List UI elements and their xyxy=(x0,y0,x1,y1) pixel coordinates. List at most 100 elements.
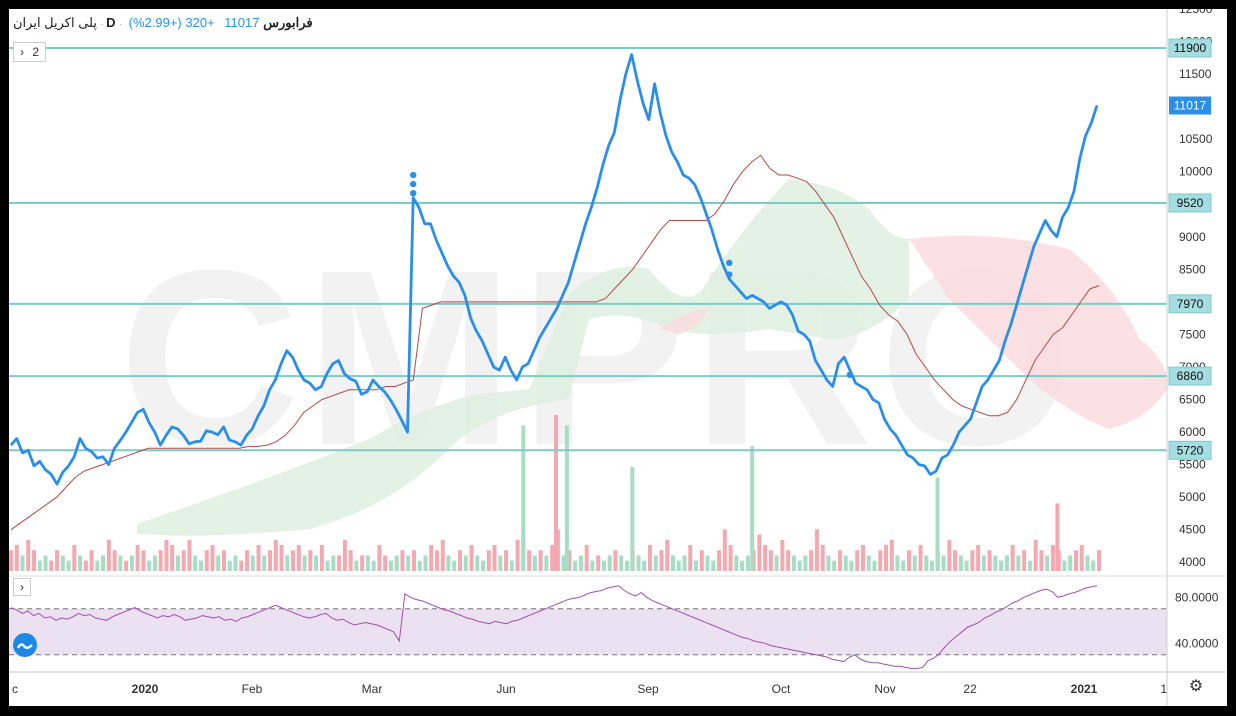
indicators-toggle-button[interactable]: › 2 xyxy=(13,42,47,62)
price-axis-label: 9000 xyxy=(1179,230,1206,244)
volume-bar xyxy=(152,555,157,571)
volume-bar xyxy=(1085,555,1090,571)
volume-bar xyxy=(221,550,226,571)
volume-bar xyxy=(331,555,336,571)
chart-svg[interactable]: CMPRO 1250011500105001000095009000850080… xyxy=(9,9,1227,706)
volume-bar xyxy=(976,545,981,571)
volume-bar xyxy=(170,545,175,571)
volume-bar xyxy=(440,539,445,571)
price-axis-label: 10000 xyxy=(1179,165,1213,179)
symbol-name[interactable]: پلی اکریل ایران xyxy=(13,15,97,30)
volume-bar xyxy=(907,550,912,571)
signal-marker xyxy=(410,171,417,179)
volume-bar xyxy=(814,529,819,571)
volume-bar xyxy=(20,555,25,571)
price-axis-label: 11500 xyxy=(1179,67,1212,81)
volume-bar xyxy=(826,555,831,571)
tradingview-logo-icon[interactable] xyxy=(13,633,37,657)
volume-bar xyxy=(750,446,755,571)
volume-bar xyxy=(763,545,768,571)
volume-bar xyxy=(780,539,785,571)
volume-bar xyxy=(671,555,676,571)
volume-bar xyxy=(43,555,48,571)
volume-bar xyxy=(210,545,215,571)
volume-bar xyxy=(866,555,871,571)
volume-bar xyxy=(262,555,267,571)
rsi-axis-label: 80.0000 xyxy=(1175,590,1219,604)
volume-bar xyxy=(745,555,750,571)
volume-bar xyxy=(302,555,307,571)
price-axis-label: 5500 xyxy=(1179,458,1206,472)
volume-bar xyxy=(354,560,359,571)
volume-bar xyxy=(458,550,463,571)
volume-bar xyxy=(308,550,313,571)
volume-bar xyxy=(452,560,457,571)
volume-bar xyxy=(486,550,491,571)
volume-bar xyxy=(106,539,111,571)
volume-bar xyxy=(596,555,601,571)
volume-bar xyxy=(325,560,330,571)
volume-bar xyxy=(711,560,716,571)
volume-bar xyxy=(1004,555,1009,571)
indicator-count: 2 xyxy=(32,45,40,59)
volume-bar xyxy=(509,560,514,571)
interval-label[interactable]: D xyxy=(106,15,116,30)
volume-bar xyxy=(884,545,889,571)
price-axis-label: 7500 xyxy=(1179,327,1206,341)
signal-marker xyxy=(726,259,733,267)
volume-bar xyxy=(112,550,117,571)
rsi-axis-label: 40.0000 xyxy=(1175,636,1219,650)
gear-icon[interactable]: ⚙ xyxy=(1188,678,1204,695)
volume-bar xyxy=(1062,560,1067,571)
volume-bar xyxy=(924,555,929,571)
price-axis-label: 8500 xyxy=(1179,262,1206,276)
volume-bar xyxy=(855,550,860,571)
separator-dot: · xyxy=(100,19,107,29)
level-price-tag xyxy=(1168,38,1212,58)
volume-bar xyxy=(544,555,549,571)
volume-bar xyxy=(256,545,261,571)
volume-bar xyxy=(843,555,848,571)
volume-bar xyxy=(820,545,825,571)
chevron-right-icon: › xyxy=(20,45,24,59)
signal-marker xyxy=(846,371,854,378)
price-axis-label: 6500 xyxy=(1179,393,1206,407)
volume-bar xyxy=(95,560,100,571)
price-axis-label: 4000 xyxy=(1179,555,1206,569)
volume-bar xyxy=(429,545,434,571)
volume-bar xyxy=(630,467,635,571)
price-change: +320 (+2.99%) xyxy=(128,15,215,30)
volume-bar xyxy=(72,545,77,571)
volume-bar xyxy=(14,545,19,571)
volume-bar xyxy=(250,555,255,571)
ichimoku-cloud-red xyxy=(659,309,709,334)
volume-bar xyxy=(705,555,710,571)
volume-bar xyxy=(135,545,140,571)
volume-bar xyxy=(981,555,986,571)
volume-bar xyxy=(941,555,946,571)
chart-legend[interactable]: پلی اکریل ایران · D · فرابورس 11017 +320… xyxy=(13,15,313,31)
rsi-pane-toggle-button[interactable]: › xyxy=(13,578,31,596)
chart-frame: CMPRO 1250011500105001000095009000850080… xyxy=(9,9,1227,706)
volume-bar xyxy=(417,560,422,571)
volume-bar xyxy=(1068,555,1073,571)
volume-bar xyxy=(653,555,658,571)
volume-bar xyxy=(446,555,451,571)
time-axis-label: Mar xyxy=(362,682,383,696)
signal-marker xyxy=(726,271,733,278)
volume-bar xyxy=(1073,550,1078,571)
volume-bar xyxy=(515,539,520,571)
volume-bar xyxy=(573,560,578,571)
volume-bar xyxy=(930,560,935,571)
exchange-label: فرابورس xyxy=(263,15,313,30)
volume-bar xyxy=(239,560,244,571)
volume-bar xyxy=(164,539,169,571)
time-axis-label: 2021 xyxy=(1071,682,1098,696)
volume-bar xyxy=(527,550,532,571)
last-price: 11017 xyxy=(224,15,260,30)
volume-bar xyxy=(849,560,854,571)
level-price-label: 5720 xyxy=(1177,443,1204,457)
volume-bar xyxy=(383,555,388,571)
time-axis-label: Jun xyxy=(496,682,515,696)
signal-marker xyxy=(410,180,417,188)
